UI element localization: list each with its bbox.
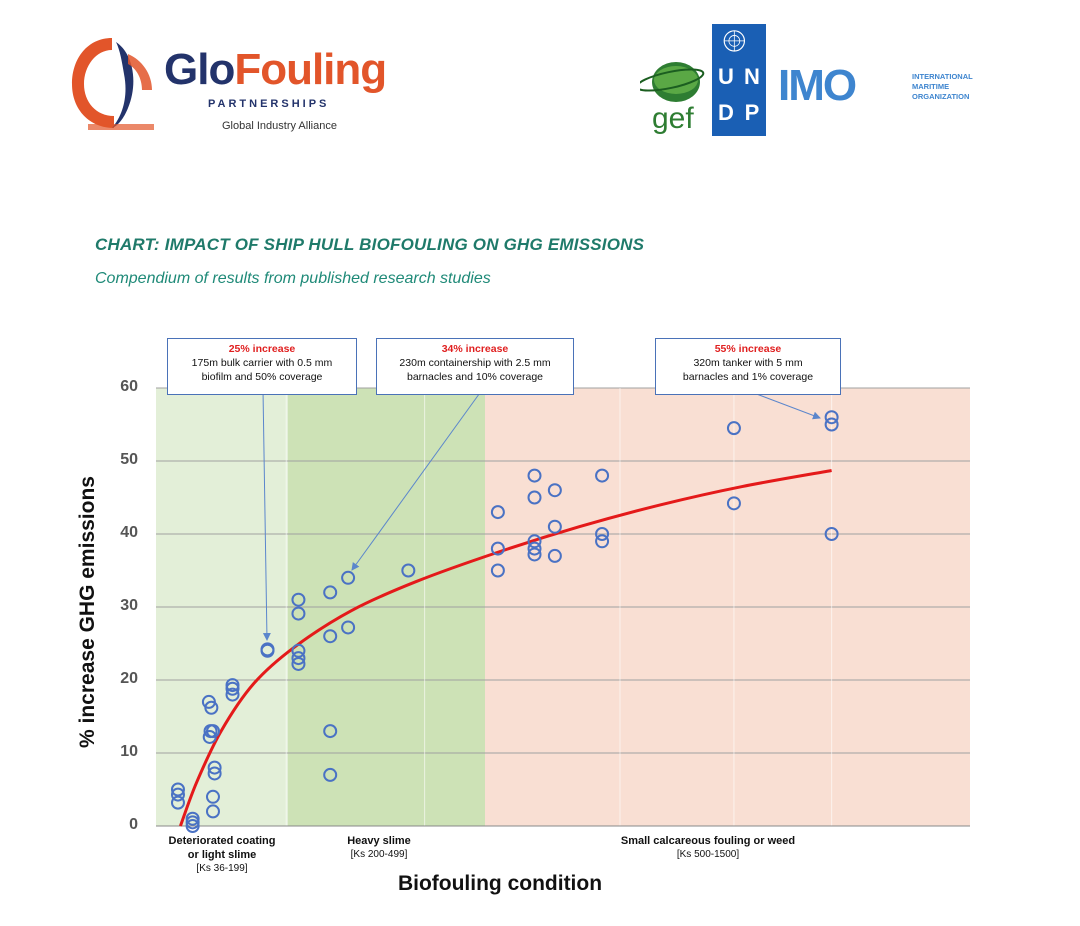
undp-letter-u: U <box>718 64 734 89</box>
annotation-line: biofilm and 50% coverage <box>201 371 323 383</box>
data-point <box>726 496 741 511</box>
data-point <box>225 678 240 693</box>
data-point <box>490 505 505 520</box>
trend-layer <box>179 469 832 827</box>
data-point <box>291 643 306 658</box>
glofouling-logo: GloFouling PARTNERSHIPS Global Industry … <box>68 34 413 134</box>
annotation-headline: 34% increase <box>441 343 509 355</box>
annotation-line: barnacles and 10% coverage <box>406 371 543 383</box>
data-point <box>185 819 200 833</box>
data-point <box>204 700 219 715</box>
glofouling-mark-icon <box>72 38 154 130</box>
y-tick-label: 60 <box>120 378 138 395</box>
y-axis-label: % increase GHG emissions <box>76 476 99 748</box>
data-point <box>205 789 220 804</box>
data-point <box>824 410 839 425</box>
trend-line <box>179 469 832 827</box>
un-emblem-icon <box>723 30 746 52</box>
data-point <box>527 541 542 556</box>
y-tick-label: 20 <box>120 670 138 687</box>
data-point <box>291 656 306 671</box>
y-tick-label: 0 <box>129 816 138 833</box>
annotation-line: 230m containership with 2.5 mm <box>399 357 551 369</box>
data-point <box>341 570 356 585</box>
data-point <box>595 527 610 541</box>
data-point <box>185 811 200 826</box>
data-point <box>527 468 542 483</box>
data-points <box>170 410 839 833</box>
gef-globe-icon: gef <box>640 62 705 134</box>
undp-letter-p: P <box>744 100 760 125</box>
data-point <box>547 519 562 534</box>
x-axis-label: Biofouling condition <box>397 872 603 895</box>
chart-subtitle: Compendium of results from published res… <box>95 270 491 287</box>
data-point <box>527 534 542 549</box>
y-tick-label: 30 <box>120 597 138 614</box>
annotation-line: 175m bulk carrier with 0.5 mm <box>191 357 333 369</box>
imo-wordmark: IMO <box>778 61 857 110</box>
data-point <box>170 787 185 802</box>
data-point <box>323 629 338 644</box>
glofouling-partnerships: PARTNERSHIPS <box>208 98 330 110</box>
data-point <box>323 767 338 782</box>
data-point <box>824 417 839 432</box>
data-point <box>291 592 306 607</box>
data-point <box>490 563 505 578</box>
glofouling-wordmark: GloFouling <box>164 45 387 94</box>
data-point <box>170 782 185 797</box>
data-point <box>323 585 338 600</box>
undp-letter-d: D <box>718 100 734 125</box>
undp-letter-n: N <box>744 64 760 89</box>
category-label-light-slime: Deteriorated coating or light slime [Ks … <box>168 835 276 874</box>
data-point <box>207 766 222 781</box>
data-point <box>824 527 839 541</box>
annotation-box-34: 34% increase 230m containership with 2.5… <box>376 338 574 395</box>
annotation-box-25: 25% increase 175m bulk carrier with 0.5 … <box>167 338 357 395</box>
undp-logo: U N D P <box>712 24 766 136</box>
category-label-heavy-slime: Heavy slime [Ks 200-499] <box>347 835 411 860</box>
annotation-arrow <box>262 389 271 641</box>
annotation-headline: 25% increase <box>228 343 296 355</box>
data-point <box>185 815 200 830</box>
data-point <box>595 468 610 483</box>
annotation-arrow <box>351 389 483 571</box>
data-point <box>207 760 222 775</box>
y-tick-label: 40 <box>120 524 138 541</box>
chart-title: CHART: IMPACT OF SHIP HULL BIOFOULING ON… <box>95 235 645 254</box>
data-point <box>202 729 217 744</box>
annotation-box-55: 55% increase 320m tanker with 5 mm barna… <box>655 338 841 395</box>
y-tick-label: 10 <box>120 743 138 760</box>
annotation-line: 320m tanker with 5 mm <box>693 357 803 369</box>
data-point <box>225 687 240 702</box>
gef-text: gef <box>652 102 694 134</box>
data-point <box>490 541 505 556</box>
data-point <box>341 620 356 635</box>
data-point <box>260 642 275 657</box>
data-point <box>547 483 562 498</box>
category-label-calcareous: Small calcareous fouling or weed [Ks 500… <box>620 835 796 860</box>
partner-logos: gef U N D P IMO INTERNATIONAL MARITIME O… <box>640 24 1010 139</box>
data-point <box>291 651 306 666</box>
data-point <box>527 490 542 505</box>
imo-org-name: INTERNATIONAL MARITIME ORGANIZATION <box>912 72 973 101</box>
annotation-line: barnacles and 1% coverage <box>682 371 814 383</box>
y-tick-label: 50 <box>120 451 138 468</box>
data-point <box>547 548 562 563</box>
data-point <box>291 606 306 621</box>
data-point <box>170 795 185 810</box>
data-point <box>726 421 741 436</box>
data-point <box>225 681 240 696</box>
data-point <box>595 534 610 549</box>
data-point <box>323 724 338 739</box>
data-point <box>401 563 416 578</box>
data-point <box>527 547 542 562</box>
annotation-headline: 55% increase <box>714 343 782 355</box>
glofouling-alliance: Global Industry Alliance <box>222 120 337 132</box>
data-point <box>205 804 220 819</box>
